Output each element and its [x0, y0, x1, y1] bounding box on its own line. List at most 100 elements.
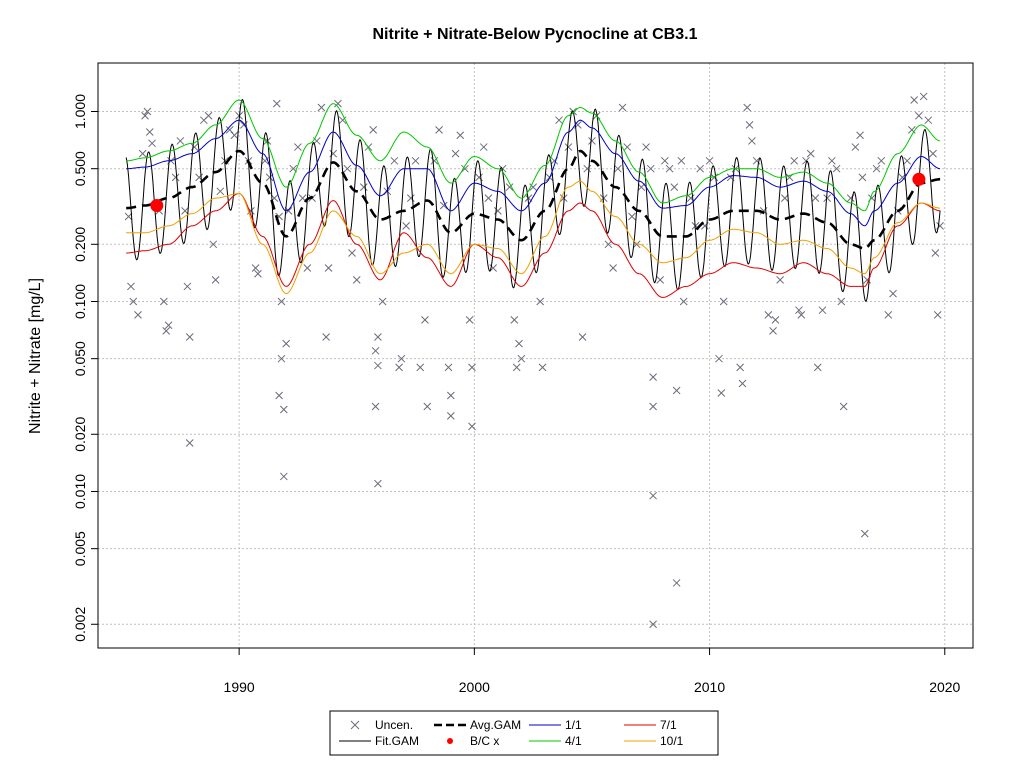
uncen-point [141, 111, 149, 120]
legend-item: Fit.GAM [339, 734, 419, 748]
uncen-point [884, 311, 893, 319]
uncen-point [277, 297, 286, 306]
uncen-point [352, 275, 361, 284]
uncen-point [512, 363, 521, 372]
y-axis: 0.002 0.005 0.010 0.020 0.050 0.100 0.200 0.500… [72, 94, 98, 642]
legend-label: B/C x [470, 734, 499, 748]
uncen-point [439, 201, 448, 210]
series-lines [125, 98, 941, 302]
uncen-point [171, 173, 180, 182]
legend-item: 10/1 [624, 734, 684, 748]
avg-gam-line [126, 149, 941, 250]
legend-item: 4/1 [529, 734, 582, 748]
uncen-point [719, 297, 728, 306]
legend-item: 7/1 [624, 718, 677, 732]
uncen-point [317, 103, 326, 112]
legend-box [329, 710, 719, 756]
uncen-point [390, 156, 399, 165]
uncen-point [329, 149, 338, 158]
uncen-point [738, 379, 747, 388]
legend-item: Uncen. [350, 718, 413, 732]
uncen-point [160, 297, 168, 306]
uncen-point [275, 391, 283, 400]
uncen-point [371, 402, 380, 411]
uncen-point [279, 405, 288, 414]
bc-points [150, 172, 926, 213]
uncen-point [489, 264, 498, 272]
uncen-point [143, 107, 152, 116]
uncen-point [190, 143, 199, 151]
x-tick-label: 2010 [694, 679, 725, 695]
legend-label: Avg.GAM [470, 718, 521, 732]
uncen-point [145, 128, 154, 136]
uncen-point [134, 311, 142, 319]
series-10-1-line [126, 180, 941, 295]
uncen-point [813, 363, 822, 372]
legend-label: Uncen. [375, 718, 413, 732]
legend-label: 4/1 [565, 734, 582, 748]
uncen-point [374, 333, 382, 341]
uncen-point [919, 92, 928, 101]
uncen-point [484, 194, 493, 202]
uncen-point [851, 143, 860, 151]
uncen-point [670, 183, 679, 191]
legend: Uncen. Fit.GAM Avg.GAM B/C x 1/1 4/1 7/1 10/1 [329, 710, 719, 756]
uncen-point [717, 389, 726, 397]
uncen-point [129, 297, 138, 306]
uncen-point [162, 327, 171, 335]
uncen-point [618, 103, 627, 112]
uncen-point [230, 131, 239, 140]
uncen-point [148, 139, 156, 148]
uncen-point [517, 354, 526, 363]
uncen-point [124, 212, 133, 221]
uncen-point [823, 194, 832, 202]
uncen-point [672, 579, 681, 587]
uncen-point [277, 354, 286, 363]
uncen-point [649, 620, 657, 629]
uncen-point [555, 116, 563, 125]
uncen-point [451, 149, 460, 158]
uncen-point [216, 187, 225, 196]
uncen-point [334, 99, 342, 108]
legend-item: 1/1 [529, 718, 582, 732]
uncen-point [411, 156, 420, 165]
uncen-point [769, 327, 777, 335]
uncen-point [715, 354, 723, 363]
uncen-point [209, 240, 218, 249]
uncen-point [251, 264, 260, 272]
uncen-point [127, 282, 135, 291]
x-tick-label: 2020 [929, 679, 960, 695]
uncen-point [839, 402, 848, 411]
bc-point [150, 199, 164, 213]
uncen-point [378, 297, 387, 306]
x-axis: 1990 2000 2010 2020 [224, 648, 961, 695]
uncen-point [771, 316, 780, 324]
uncen-point [456, 131, 465, 140]
chart-title: Nitrite + Nitrate-Below Pycnocline at CB… [373, 26, 698, 43]
uncen-point [515, 339, 523, 348]
uncen-point [736, 363, 744, 372]
y-tick-label: 0.020 [72, 417, 88, 452]
uncen-point [435, 126, 443, 134]
uncen-point [468, 363, 476, 372]
uncen-point [406, 194, 415, 202]
uncen-point [164, 321, 173, 330]
uncen-point [322, 333, 331, 341]
uncen-point [889, 289, 897, 298]
uncen-point [416, 363, 425, 372]
uncen-point [479, 143, 488, 151]
uncen-point [468, 422, 476, 431]
uncen-point [529, 183, 538, 191]
uncen-point [446, 412, 455, 420]
uncen-point [929, 149, 937, 158]
x-tick-label: 2000 [459, 679, 490, 695]
uncen-point [931, 249, 940, 257]
y-tick-label: 0.200 [72, 227, 88, 262]
uncen-point [536, 297, 545, 306]
y-axis-label: Nitrite + Nitrate [mg/L] [27, 278, 44, 434]
uncen-point [649, 373, 657, 381]
y-tick-label: 1.000 [72, 94, 88, 129]
uncen-point [505, 183, 514, 191]
legend-item: B/C x [447, 734, 499, 748]
